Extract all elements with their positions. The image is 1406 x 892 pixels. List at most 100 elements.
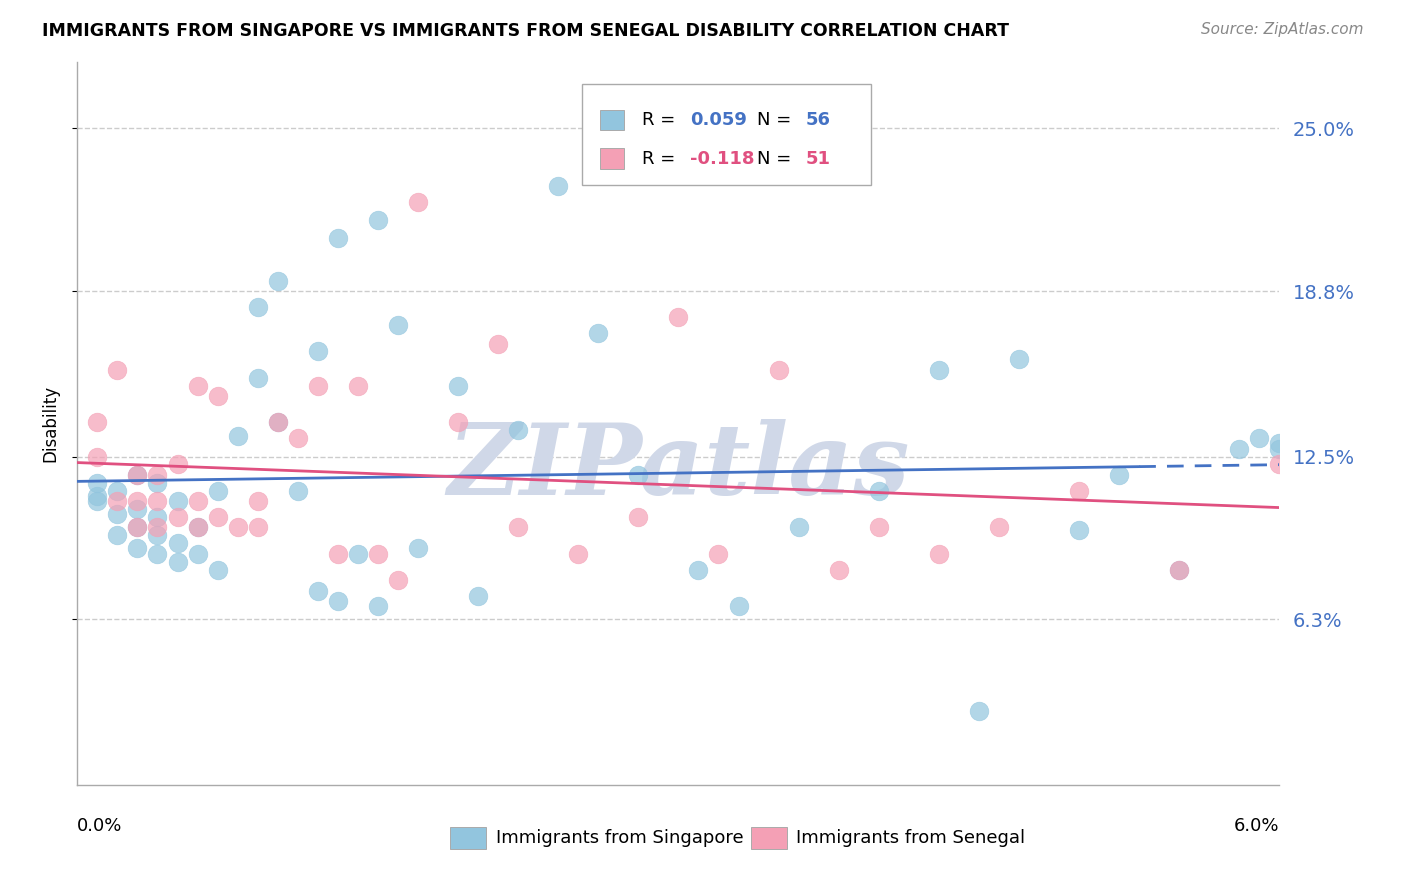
Point [107,528,129,542]
Point [146,475,169,490]
FancyBboxPatch shape [600,110,624,130]
Point [588,326,610,340]
Point [107,363,129,377]
Point [668,310,690,325]
Point [287,431,309,445]
Text: 0.0%: 0.0% [77,817,122,836]
Point [226,520,249,534]
Text: -0.118: -0.118 [690,150,755,168]
Point [467,589,489,603]
Point [1268,442,1291,456]
Point [928,547,950,561]
Point [86,475,108,490]
Point [387,573,409,587]
Point [326,594,349,608]
Point [307,344,329,359]
Point [86,416,108,430]
Text: IMMIGRANTS FROM SINGAPORE VS IMMIGRANTS FROM SENEGAL DISABILITY CORRELATION CHAR: IMMIGRANTS FROM SINGAPORE VS IMMIGRANTS … [42,22,1010,40]
Point [127,467,149,482]
Point [107,483,129,498]
Point [186,547,209,561]
Point [246,370,269,384]
Point [186,494,209,508]
Point [1268,436,1291,450]
Point [146,494,169,508]
Point [127,541,149,556]
Point [166,555,188,569]
Point [186,520,209,534]
Point [246,520,269,534]
Point [207,483,229,498]
Point [347,547,370,561]
Point [988,520,1011,534]
Text: N =: N = [756,112,797,129]
Point [1168,562,1191,576]
Point [486,336,509,351]
Point [967,705,990,719]
Text: Immigrants from Singapore: Immigrants from Singapore [496,829,744,847]
Point [127,494,149,508]
Point [1168,562,1191,576]
Point [406,194,429,209]
Text: 56: 56 [806,112,831,129]
Point [146,467,169,482]
Point [447,378,470,392]
Point [1008,352,1031,367]
Point [326,547,349,561]
Point [508,520,530,534]
Point [246,494,269,508]
Point [186,520,209,534]
Point [367,599,389,614]
Point [367,213,389,227]
Point [567,547,589,561]
Point [447,416,470,430]
Point [146,547,169,561]
Point [1229,442,1251,456]
Point [166,536,188,550]
Point [387,318,409,333]
Point [868,483,890,498]
Text: 6.0%: 6.0% [1234,817,1279,836]
Point [1249,431,1271,445]
FancyBboxPatch shape [582,84,870,186]
Text: 51: 51 [806,150,831,168]
Point [868,520,890,534]
Point [207,389,229,403]
Point [347,378,370,392]
Point [127,502,149,516]
Point [127,520,149,534]
Point [547,178,569,193]
Point [207,562,229,576]
Point [326,231,349,245]
Point [287,483,309,498]
Point [107,494,129,508]
Point [127,520,149,534]
Point [787,520,810,534]
Point [928,363,950,377]
Point [727,599,749,614]
Point [307,378,329,392]
Point [86,489,108,503]
Text: Source: ZipAtlas.com: Source: ZipAtlas.com [1201,22,1364,37]
Text: R =: R = [643,112,682,129]
FancyBboxPatch shape [450,827,486,848]
Y-axis label: Disability: Disability [41,385,59,462]
Text: ZIPatlas: ZIPatlas [447,419,910,516]
Point [207,510,229,524]
Point [1108,467,1130,482]
Point [166,494,188,508]
Text: N =: N = [756,150,797,168]
Point [267,273,290,287]
Text: Immigrants from Senegal: Immigrants from Senegal [796,829,1025,847]
Point [166,458,188,472]
Point [226,428,249,442]
FancyBboxPatch shape [751,827,786,848]
Point [768,363,790,377]
Point [267,416,290,430]
Point [1069,483,1091,498]
Point [267,416,290,430]
Point [307,583,329,598]
Point [127,467,149,482]
Text: 0.059: 0.059 [690,112,748,129]
Point [1268,458,1291,472]
